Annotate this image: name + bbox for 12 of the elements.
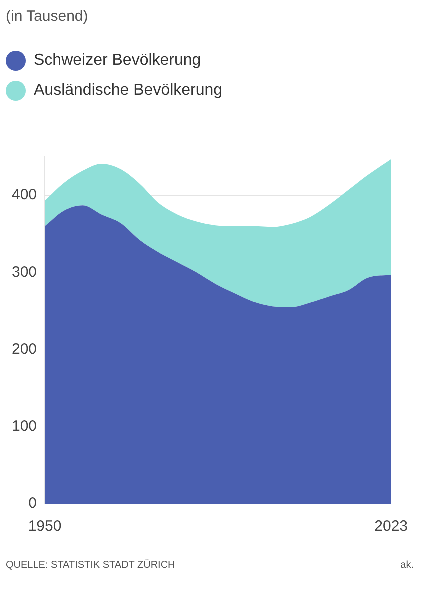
legend-label: Ausländische Bevölkerung [34,82,223,100]
y-tick-label: 300 [12,264,38,281]
y-tick-label: 100 [12,418,38,436]
x-tick-label: 1950 [28,518,62,536]
y-tick-label: 0 [28,495,38,512]
source-note: QUELLE: STATISTIK STADT ZÜRICH [6,560,176,571]
text: ak. [400,560,414,571]
x-tick-label: 2023 [374,518,408,536]
legend-label: Schweizer Bevölkerung [34,52,202,70]
chart-title: (in Tausend) [6,8,88,25]
y-tick-label: 200 [12,340,38,358]
y-tick-label: 400 [12,186,38,204]
